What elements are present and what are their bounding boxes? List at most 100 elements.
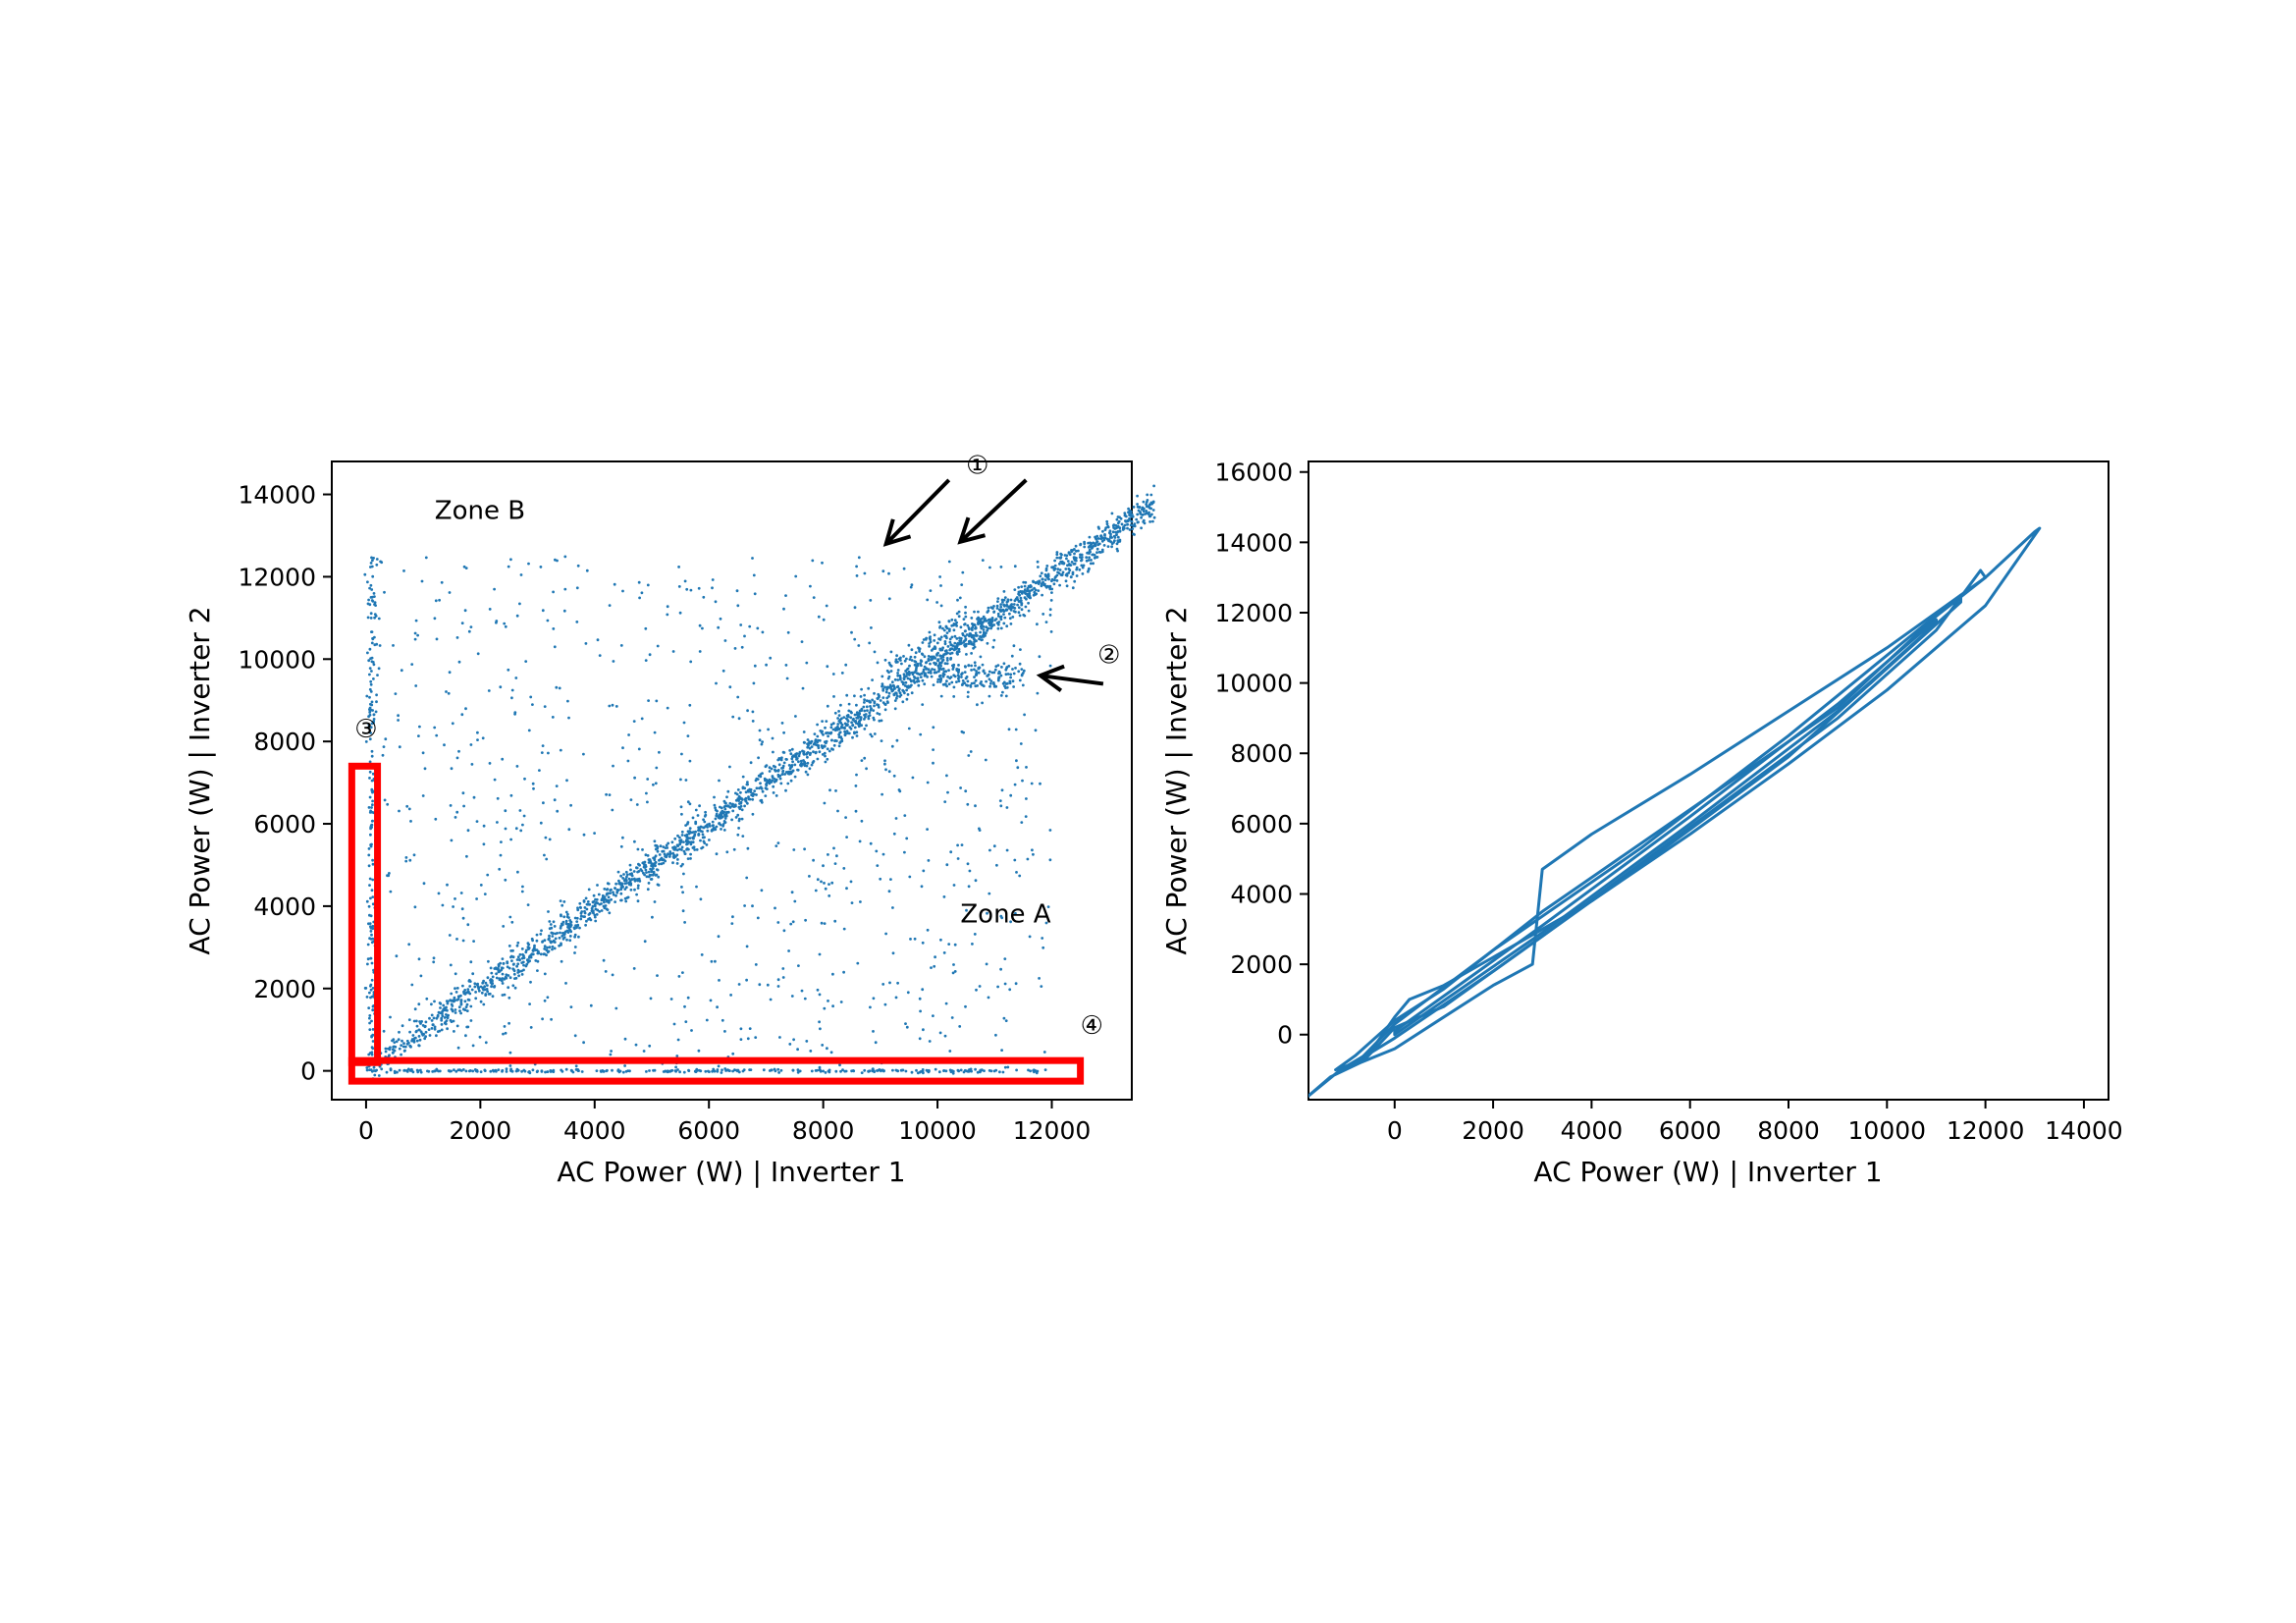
scatter-point — [981, 663, 985, 667]
scatter-point — [513, 986, 517, 990]
scatter-point — [822, 618, 826, 622]
scatter-point — [372, 1069, 376, 1072]
scatter-point — [1124, 519, 1127, 522]
scatter-point — [515, 944, 519, 947]
scatter-point — [990, 624, 993, 628]
scatter-point — [739, 804, 743, 808]
scatter-point — [826, 665, 829, 669]
scatter-point — [687, 1068, 690, 1072]
scatter-point — [961, 672, 964, 676]
scatter-point — [915, 666, 918, 670]
scatter-point — [955, 644, 959, 647]
scatter-point — [398, 745, 401, 749]
scatter-point — [880, 719, 883, 723]
scatter-point — [945, 659, 949, 662]
scatter-point — [624, 1069, 628, 1073]
scatter-point — [649, 997, 653, 1001]
scatter-point — [900, 1068, 904, 1072]
scatter-point — [731, 1052, 735, 1055]
scatter-point — [633, 888, 636, 892]
scatter-point — [1040, 985, 1043, 988]
scatter-point — [641, 848, 644, 851]
scatter-point — [456, 1046, 460, 1050]
scatter-point — [999, 603, 1002, 606]
scatter-point — [516, 1068, 520, 1072]
scatter-point — [549, 923, 553, 926]
scatter-point — [566, 912, 569, 916]
scatter-point — [824, 1071, 828, 1074]
scatter-point — [1037, 589, 1041, 592]
scatter-point — [734, 791, 737, 795]
scatter-point — [675, 1055, 679, 1057]
scatter-point — [366, 651, 369, 655]
scatter-point — [672, 1022, 676, 1026]
scatter-point — [758, 738, 762, 742]
scatter-point — [987, 606, 990, 610]
scatter-point — [716, 1068, 720, 1071]
scatter-point — [1039, 574, 1042, 578]
scatter-point — [450, 839, 454, 842]
scatter-point — [1039, 782, 1041, 785]
scatter-point — [823, 882, 826, 885]
scatter-point — [454, 1069, 458, 1073]
scatter-point — [544, 836, 548, 839]
scatter-point — [942, 1069, 946, 1072]
scatter-point — [508, 915, 512, 919]
scatter-point — [979, 618, 983, 622]
scatter-point — [782, 607, 785, 611]
scatter-point — [1018, 662, 1022, 666]
scatter-point — [731, 915, 734, 919]
scatter-point — [748, 1027, 752, 1030]
scatter-point — [623, 888, 627, 891]
scatter-point — [1048, 614, 1052, 617]
scatter-point — [1023, 584, 1027, 588]
scatter-point — [968, 869, 972, 873]
scatter-point — [371, 803, 374, 807]
scatter-point — [788, 1043, 792, 1046]
scatter-point — [767, 728, 770, 731]
scatter-point — [579, 917, 583, 921]
scatter-point — [844, 663, 848, 667]
scatter-point — [922, 1071, 925, 1075]
scatter-point — [653, 858, 657, 862]
scatter-point — [825, 720, 828, 723]
scatter-point — [973, 681, 976, 685]
scatter-point — [1146, 505, 1149, 509]
scatter-point — [863, 571, 867, 575]
scatter-point — [970, 664, 973, 668]
scatter-point — [624, 870, 628, 874]
scatter-point — [772, 791, 775, 794]
scatter-point — [448, 591, 452, 594]
scatter-point — [987, 626, 990, 630]
scatter-point — [918, 997, 922, 1001]
x-tick-label: 6000 — [677, 1116, 740, 1145]
scatter-point — [970, 640, 973, 644]
scatter-point — [695, 885, 698, 889]
scatter-point — [649, 873, 653, 877]
scatter-point — [529, 1026, 533, 1029]
scatter-point — [916, 677, 920, 680]
scatter-point — [907, 670, 911, 674]
scatter-point — [579, 906, 582, 909]
scatter-point — [368, 1021, 371, 1025]
scatter-point — [919, 1009, 922, 1013]
scatter-point — [950, 1016, 954, 1019]
scatter-point — [902, 567, 906, 570]
scatter-point — [400, 1024, 404, 1028]
scatter-point — [921, 941, 925, 945]
scatter-point — [788, 767, 792, 771]
scatter-point — [891, 1068, 894, 1072]
scatter-point — [776, 1067, 780, 1071]
scatter-point — [999, 566, 1003, 568]
scatter-point — [1050, 579, 1053, 583]
scatter-point — [991, 681, 995, 684]
scatter-point — [477, 989, 481, 993]
scatter-point — [372, 557, 375, 560]
scatter-point — [855, 574, 859, 577]
scatter-point — [870, 707, 873, 710]
scatter-point — [433, 617, 437, 621]
scatter-point — [905, 657, 908, 661]
scatter-point — [683, 852, 687, 855]
scatter-point — [475, 983, 479, 987]
scatter-point — [889, 670, 893, 673]
